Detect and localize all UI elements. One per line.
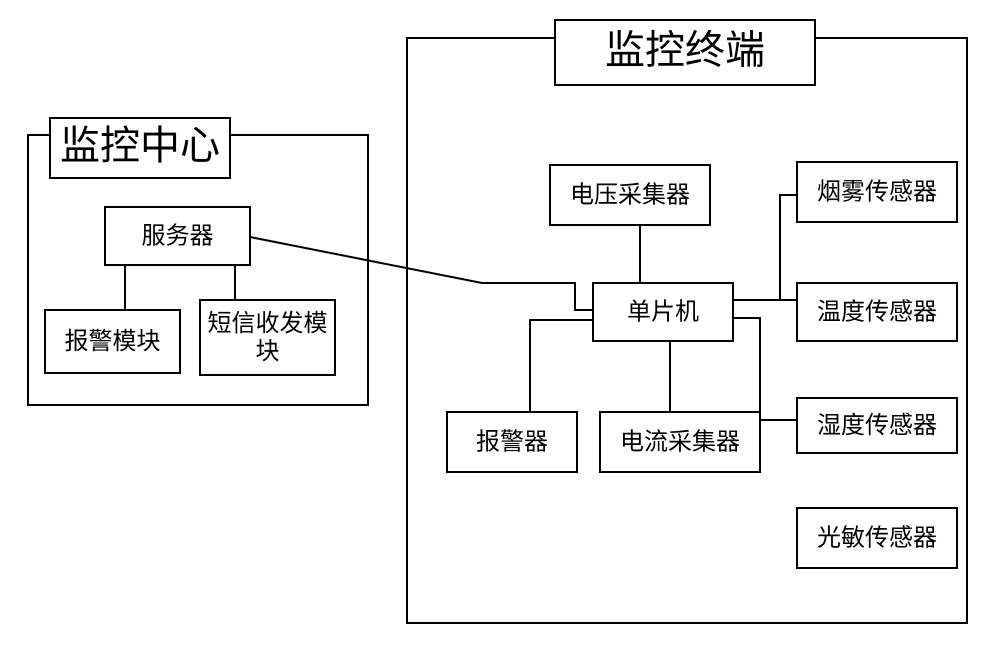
voltage_collector-label: 电压采集器 — [570, 182, 690, 209]
alarm_module-label: 报警模块 — [65, 328, 161, 355]
server-label: 服务器 — [142, 223, 214, 250]
light_sensor-label: 光敏传感器 — [817, 525, 937, 552]
mcu-label: 单片机 — [627, 299, 699, 326]
diagram-canvas: 监控中心 监控终端服务器报警模块 短信收发模块 电压采集器单片机报警器 电流采集器 烟雾传… — [0, 0, 1000, 669]
humidity_sensor-label: 湿度传感器 — [817, 412, 937, 439]
monitor_terminal_title: 监控终端 — [605, 28, 765, 73]
monitor_center_title: 监控中心 — [60, 123, 220, 168]
temp_sensor-label: 温度传感器 — [817, 299, 937, 326]
current_collector-label: 电流采集器 — [620, 429, 740, 456]
smoke_sensor-label: 烟雾传感器 — [817, 179, 937, 206]
sms_module-label-1: 块 — [256, 338, 280, 365]
alarm_device-label: 报警器 — [476, 429, 548, 456]
sms_module-label-0: 短信收发模 — [208, 310, 328, 337]
